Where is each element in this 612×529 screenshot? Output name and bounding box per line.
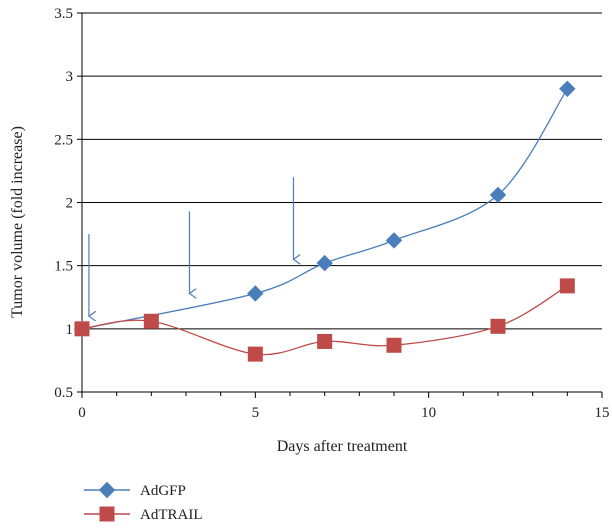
series-adtrail <box>74 278 575 362</box>
legend: AdGFP AdTRAIL <box>84 481 203 523</box>
x-axis-label: Days after treatment <box>277 438 408 455</box>
axes <box>77 12 603 398</box>
data-point-adgfp <box>559 80 576 98</box>
y-tick-label: 1 <box>66 322 74 338</box>
x-tick-label: 0 <box>78 405 86 421</box>
data-point-adtrail <box>490 318 506 334</box>
y-tick-label: 2 <box>66 196 74 212</box>
annotations <box>89 177 294 316</box>
data-point-adgfp <box>316 254 333 272</box>
y-tick-label: 3.5 <box>54 6 73 22</box>
data-point-adtrail <box>559 278 575 294</box>
y-tick-label: 1.5 <box>54 259 73 275</box>
data-point-adtrail <box>386 337 402 353</box>
tick-labels: 0.5 1 1.5 2 2.5 3 3.5 0 5 10 15 <box>54 6 609 421</box>
legend-marker-adtrail <box>99 506 115 522</box>
legend-label: AdTRAIL <box>140 507 203 523</box>
legend-item-adgfp: AdGFP <box>84 481 186 499</box>
legend-item-adtrail: AdTRAIL <box>84 506 203 523</box>
series-adgfp <box>73 80 576 338</box>
y-axis-label: Tumor volume (fold increase) <box>9 126 26 318</box>
data-point-adgfp <box>247 285 264 302</box>
series <box>73 80 576 362</box>
data-point-adgfp <box>489 186 507 204</box>
series-line-adgfp <box>81 88 568 330</box>
gridlines <box>82 12 602 330</box>
y-tick-label: 3 <box>66 69 74 85</box>
x-tick-label: 15 <box>595 405 610 421</box>
legend-marker-adgfp <box>98 481 116 499</box>
y-tick-label: 0.5 <box>54 385 73 401</box>
data-point-adtrail <box>247 346 263 362</box>
data-point-adtrail <box>143 313 159 329</box>
y-tick-label: 2.5 <box>54 132 73 148</box>
data-point-adtrail <box>317 333 333 349</box>
legend-label: AdGFP <box>140 483 186 499</box>
x-tick-label: 10 <box>421 405 436 421</box>
data-point-adgfp <box>385 232 403 249</box>
data-point-adtrail <box>74 321 90 337</box>
x-tick-label: 5 <box>252 405 260 421</box>
